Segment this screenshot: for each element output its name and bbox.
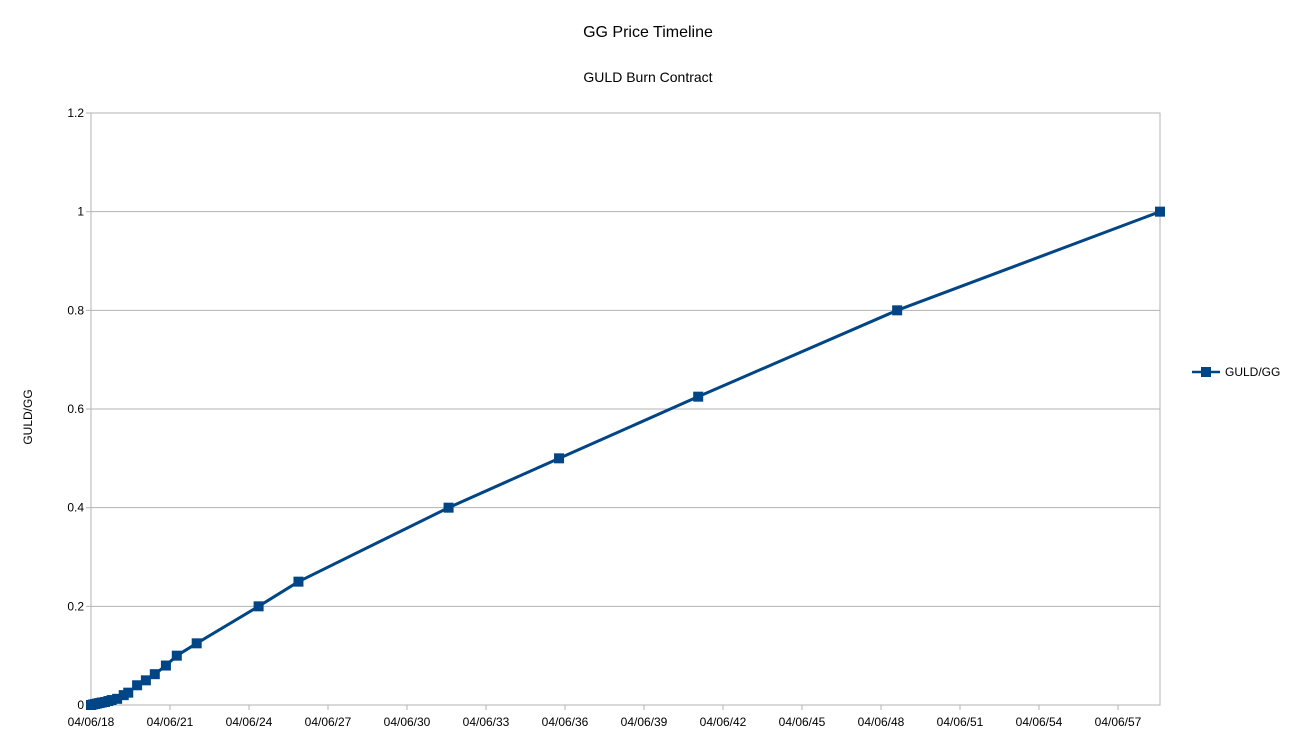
data-point	[123, 687, 134, 698]
x-tick-label: 04/06/39	[621, 715, 668, 729]
x-tick-label: 04/06/30	[384, 715, 431, 729]
data-point	[554, 453, 565, 464]
data-point	[106, 695, 117, 706]
data-point	[693, 391, 704, 402]
x-tick-label: 04/06/36	[542, 715, 589, 729]
x-tick-label: 04/06/33	[463, 715, 510, 729]
data-point	[140, 675, 151, 686]
y-tick-label: 1	[77, 205, 84, 219]
legend-swatch-icon	[1192, 367, 1220, 377]
y-tick-label: 0.8	[67, 303, 84, 317]
data-point	[160, 660, 171, 671]
x-tick-label: 04/06/21	[147, 715, 194, 729]
data-point	[1155, 206, 1165, 217]
x-tick-label: 04/06/57	[1095, 715, 1142, 729]
series-line	[90, 210, 1161, 707]
chart-subtitle: GULD Burn Contract	[583, 69, 713, 85]
y-tick-label: 0.4	[67, 501, 84, 515]
x-tick-label: 04/06/48	[858, 715, 905, 729]
data-point	[443, 502, 454, 513]
plot-frame	[90, 112, 1161, 706]
data-point	[132, 680, 143, 691]
data-point	[149, 669, 160, 680]
x-tick-label: 04/06/45	[779, 715, 826, 729]
data-point	[191, 638, 202, 649]
data-point	[892, 305, 903, 316]
y-tick-label: 0.2	[67, 599, 84, 613]
chart-title: GG Price Timeline	[583, 24, 713, 41]
data-point	[112, 693, 123, 704]
data-point	[293, 576, 304, 587]
legend: GULD/GG	[1190, 363, 1280, 381]
x-tick-label: 04/06/54	[1016, 715, 1063, 729]
x-tick-label: 04/06/24	[226, 715, 273, 729]
y-tick-label: 0.6	[67, 402, 84, 416]
y-tick-label: 0	[77, 698, 84, 712]
data-point	[253, 601, 264, 612]
data-point	[171, 650, 182, 661]
x-tick-label: 04/06/51	[937, 715, 984, 729]
legend-label: GULD/GG	[1225, 365, 1281, 379]
x-tick-label: 04/06/18	[68, 715, 115, 729]
y-tick-label: 1.2	[67, 106, 84, 120]
x-tick-label: 04/06/42	[700, 715, 747, 729]
x-tick-label: 04/06/27	[305, 715, 352, 729]
